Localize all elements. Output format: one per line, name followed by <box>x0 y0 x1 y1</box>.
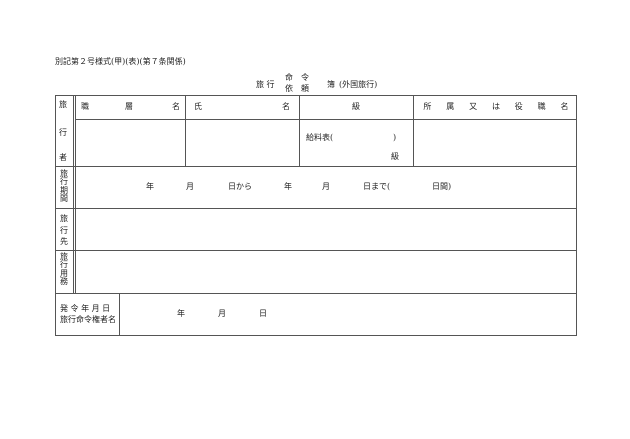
destination-label: 旅行先 <box>60 214 68 247</box>
grade-suffix: 級 <box>391 152 399 161</box>
issue-day: 日 <box>259 309 267 318</box>
salary-table-close: ) <box>393 133 397 142</box>
header-position: 職 <box>81 102 89 111</box>
header-name: 名 <box>282 102 290 111</box>
form-id: 別記第２号様式(甲)(表)(第７条関係) <box>55 57 186 66</box>
salary-table-label: 給料表( <box>306 133 334 142</box>
period-label: 旅行期間 <box>60 169 68 204</box>
traveler-label-2: 行 <box>59 128 67 137</box>
period-year-start: 年 <box>146 182 154 191</box>
traveler-label-3: 者 <box>59 153 67 162</box>
traveler-label-1: 旅 <box>59 100 67 109</box>
header-affiliation: 所属又は役職名 <box>423 102 569 111</box>
issue-year: 年 <box>177 309 185 318</box>
purpose-label: 旅行用務 <box>60 252 68 287</box>
title-register: 簿 <box>327 80 335 89</box>
period-month-end: 月 <box>322 182 330 191</box>
issue-date-label: 発 令 年 月 日 <box>60 304 111 313</box>
period-from: 日から <box>228 182 252 191</box>
period-until: 日まで( <box>363 182 391 191</box>
period-year-end: 年 <box>284 182 292 191</box>
issue-month: 月 <box>218 309 226 318</box>
issuer-name-label: 旅行命令権者名 <box>60 315 116 324</box>
period-month-start: 月 <box>186 182 194 191</box>
header-position: 名 <box>172 102 180 111</box>
header-name: 氏 <box>194 102 202 111</box>
title-suffix: (外国旅行) <box>339 80 378 89</box>
title-order: 命 令 <box>285 73 309 82</box>
title-travel: 旅 行 <box>256 80 275 89</box>
title-request: 依 頼 <box>285 84 309 93</box>
period-days: 日間) <box>432 182 452 191</box>
header-grade: 級 <box>352 102 360 111</box>
header-position: 層 <box>125 102 133 111</box>
